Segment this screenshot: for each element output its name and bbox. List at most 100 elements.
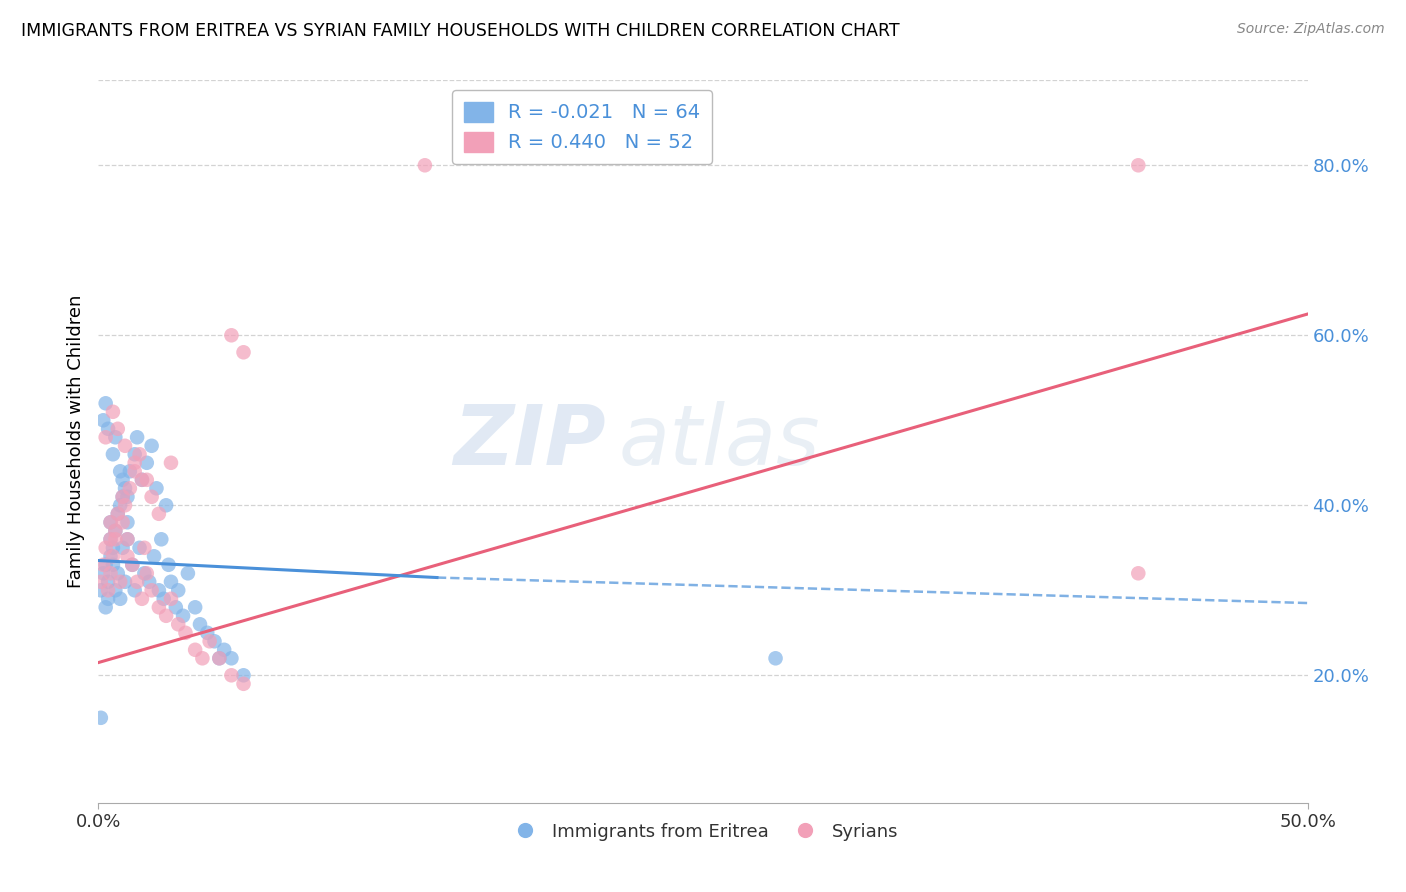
Point — [1128, 158, 1150, 172]
Point — [141, 583, 163, 598]
Point — [104, 430, 127, 444]
Point — [174, 625, 197, 640]
Point — [160, 591, 183, 606]
Point — [107, 422, 129, 436]
Point — [232, 668, 254, 682]
Point — [148, 600, 170, 615]
Point — [104, 524, 127, 538]
Point — [101, 405, 124, 419]
Point — [134, 566, 156, 581]
Point — [150, 533, 173, 547]
Point — [167, 583, 190, 598]
Point — [104, 583, 127, 598]
Point — [114, 481, 136, 495]
Y-axis label: Family Households with Children: Family Households with Children — [66, 295, 84, 588]
Point — [191, 651, 214, 665]
Point — [131, 473, 153, 487]
Point — [101, 541, 124, 555]
Point — [104, 533, 127, 547]
Point — [111, 516, 134, 530]
Legend: Immigrants from Eritrea, Syrians: Immigrants from Eritrea, Syrians — [501, 815, 905, 848]
Point — [212, 642, 235, 657]
Point — [121, 558, 143, 572]
Point — [188, 617, 211, 632]
Point — [107, 507, 129, 521]
Point — [1128, 566, 1150, 581]
Point — [165, 600, 187, 615]
Point — [97, 591, 120, 606]
Point — [124, 464, 146, 478]
Point — [100, 549, 122, 564]
Point — [128, 541, 150, 555]
Point — [111, 541, 134, 555]
Point — [167, 617, 190, 632]
Point — [184, 642, 207, 657]
Point — [90, 583, 112, 598]
Point — [97, 574, 120, 589]
Point — [100, 533, 122, 547]
Point — [94, 600, 117, 615]
Point — [108, 464, 131, 478]
Point — [127, 430, 149, 444]
Point — [100, 516, 122, 530]
Point — [111, 490, 134, 504]
Point — [157, 558, 180, 572]
Point — [94, 396, 117, 410]
Point — [117, 490, 139, 504]
Text: IMMIGRANTS FROM ERITREA VS SYRIAN FAMILY HOUSEHOLDS WITH CHILDREN CORRELATION CH: IMMIGRANTS FROM ERITREA VS SYRIAN FAMILY… — [21, 22, 900, 40]
Point — [107, 566, 129, 581]
Point — [177, 566, 200, 581]
Point — [118, 464, 141, 478]
Point — [413, 158, 436, 172]
Point — [172, 608, 194, 623]
Point — [232, 345, 254, 359]
Point — [104, 524, 127, 538]
Point — [100, 533, 122, 547]
Point — [141, 439, 163, 453]
Point — [117, 533, 139, 547]
Point — [184, 600, 207, 615]
Point — [148, 583, 170, 598]
Point — [128, 447, 150, 461]
Point — [100, 516, 122, 530]
Point — [155, 608, 177, 623]
Point — [114, 574, 136, 589]
Point — [135, 566, 157, 581]
Point — [108, 574, 131, 589]
Point — [111, 490, 134, 504]
Point — [141, 490, 163, 504]
Point — [208, 651, 231, 665]
Point — [91, 566, 114, 581]
Point — [124, 583, 146, 598]
Point — [97, 422, 120, 436]
Point — [111, 473, 134, 487]
Point — [118, 481, 141, 495]
Point — [135, 473, 157, 487]
Point — [90, 574, 112, 589]
Point — [108, 591, 131, 606]
Point — [124, 447, 146, 461]
Point — [91, 413, 114, 427]
Point — [221, 651, 243, 665]
Point — [101, 447, 124, 461]
Point — [160, 456, 183, 470]
Point — [208, 651, 231, 665]
Point — [131, 591, 153, 606]
Point — [138, 574, 160, 589]
Point — [94, 430, 117, 444]
Point — [765, 651, 787, 665]
Point — [90, 711, 112, 725]
Point — [221, 328, 243, 343]
Text: ZIP: ZIP — [454, 401, 606, 482]
Point — [195, 625, 218, 640]
Point — [94, 541, 117, 555]
Point — [131, 473, 153, 487]
Point — [117, 516, 139, 530]
Point — [198, 634, 221, 648]
Point — [155, 498, 177, 512]
Point — [94, 558, 117, 572]
Text: atlas: atlas — [619, 401, 820, 482]
Point — [124, 456, 146, 470]
Point — [145, 481, 167, 495]
Point — [160, 574, 183, 589]
